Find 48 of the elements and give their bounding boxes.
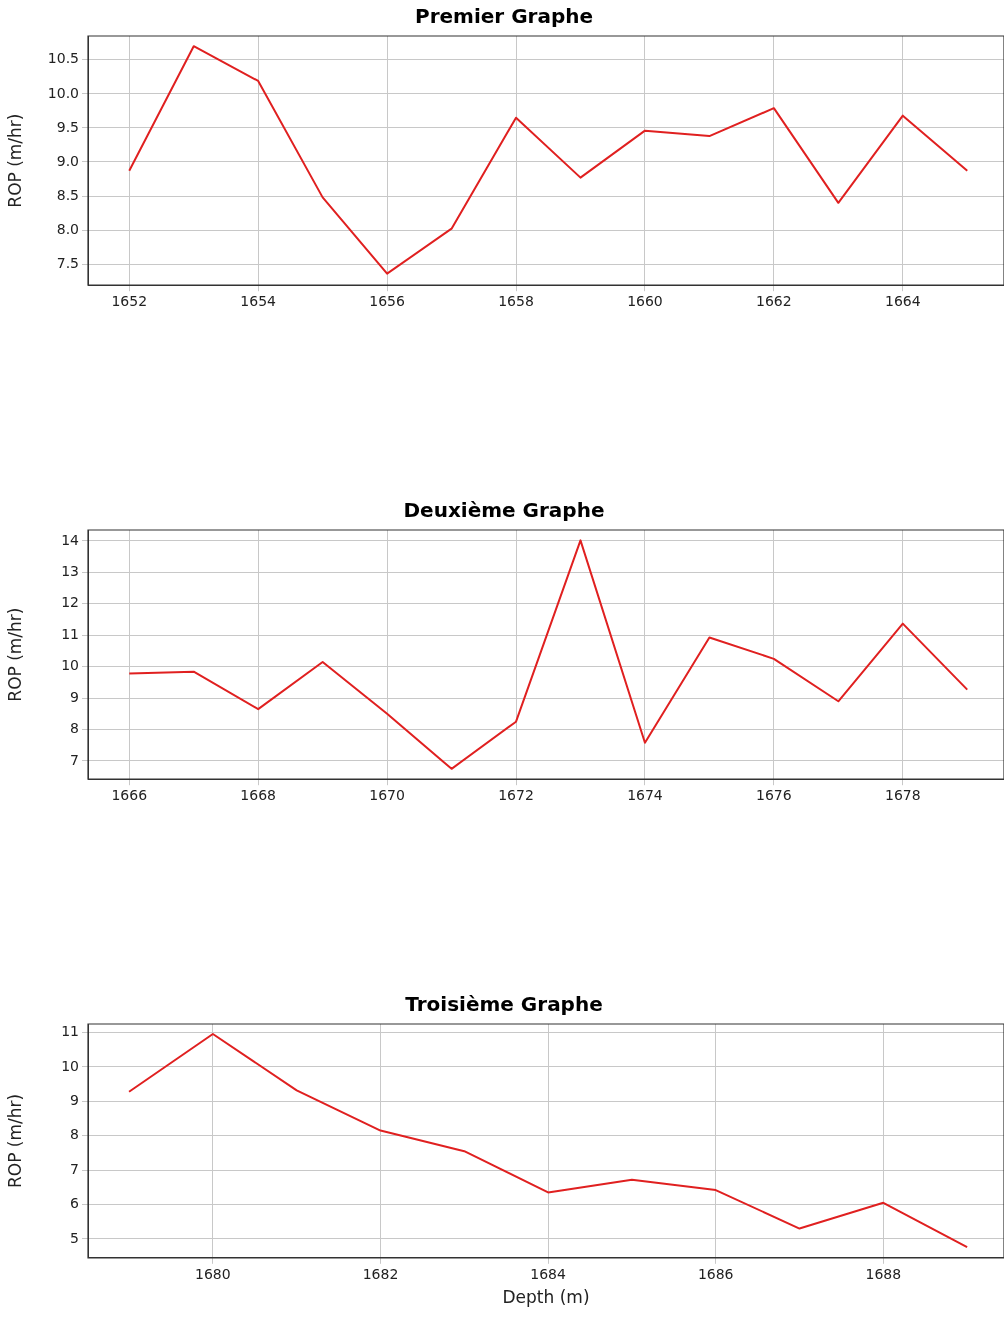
y-tick-label: 10 [61, 657, 79, 674]
chart-title: Deuxième Graphe [403, 498, 605, 523]
y-tick-label: 14 [61, 531, 80, 548]
x-tick-label: 1682 [362, 1265, 399, 1282]
y-tick-label: 9 [70, 1092, 79, 1108]
x-axis-title: Depth (m) [502, 1287, 590, 1308]
y-tick-label: 10 [61, 1057, 79, 1074]
x-tick-label: 1662 [756, 293, 792, 310]
y-tick-label: 10.0 [47, 84, 79, 101]
y-tick-label: 8.0 [56, 220, 79, 237]
x-tick-label: 1666 [111, 787, 148, 804]
y-tick-label: 13 [61, 563, 79, 580]
x-tick-label: 1660 [627, 293, 663, 310]
x-tick-label: 1656 [369, 293, 405, 310]
x-tick-label: 1658 [498, 293, 534, 310]
chart-title: Troisième Graphe [405, 992, 603, 1017]
x-tick-label: 1664 [884, 293, 921, 310]
y-tick-label: 6 [70, 1195, 80, 1212]
x-tick-label: 1674 [627, 787, 663, 804]
y-tick-label: 7.5 [56, 254, 79, 271]
y-tick-label: 9 [70, 688, 79, 705]
x-tick-label: 1686 [697, 1265, 734, 1282]
x-tick-label: 1670 [369, 787, 405, 804]
y-axis-title: ROP (m/hr) [4, 607, 25, 702]
x-tick-label: 1668 [240, 787, 276, 804]
x-tick-label: 1652 [111, 293, 148, 310]
y-tick-label: 9.0 [56, 152, 79, 169]
y-axis-title: ROP (m/hr) [4, 113, 25, 208]
y-tick-label: 11 [61, 625, 79, 642]
x-tick-label: 1688 [865, 1265, 902, 1282]
x-tick-label: 1676 [756, 787, 792, 804]
x-tick-label: 1654 [240, 293, 277, 310]
y-tick-label: 5 [70, 1229, 79, 1246]
y-tick-label: 8 [70, 1126, 79, 1143]
y-tick-label: 8 [70, 720, 79, 737]
y-tick-label: 9.5 [56, 118, 79, 135]
y-tick-label: 10.5 [47, 50, 79, 67]
chart-title: Premier Graphe [414, 4, 594, 29]
x-tick-label: 1684 [530, 1265, 566, 1282]
x-tick-label: 1680 [195, 1265, 231, 1282]
y-tick-label: 7 [70, 751, 79, 768]
x-tick-label: 1672 [498, 787, 534, 804]
y-tick-label: 12 [61, 594, 79, 611]
y-tick-label: 8.5 [56, 186, 79, 203]
y-tick-label: 11 [61, 1023, 79, 1040]
y-axis-title: ROP (m/hr) [4, 1093, 25, 1188]
y-tick-label: 7 [70, 1160, 79, 1177]
x-tick-label: 1678 [884, 787, 921, 804]
